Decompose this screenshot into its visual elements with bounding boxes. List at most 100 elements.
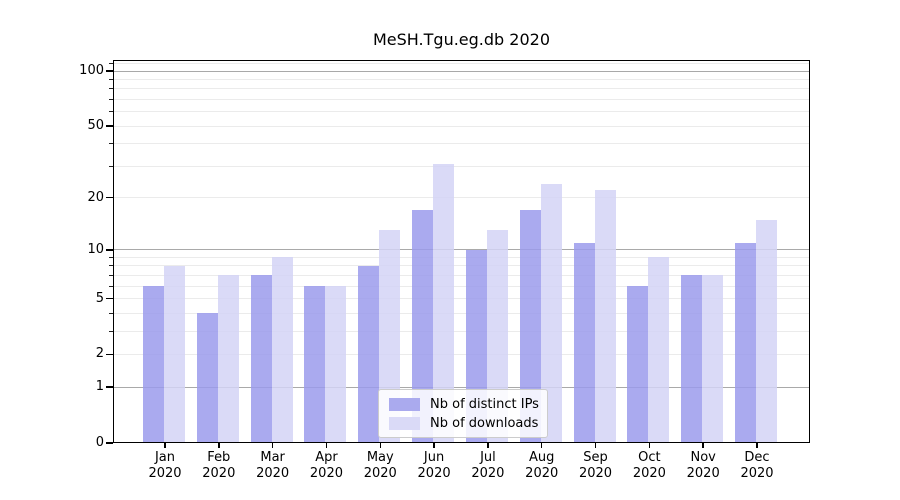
bar-mar-downloads <box>271 257 293 443</box>
xtick-label-jul: Jul 2020 <box>460 450 516 482</box>
bar-sep-distinct-ips <box>573 242 595 443</box>
ytick-minor-7 <box>109 274 113 276</box>
xtick-label-sep: Sep 2020 <box>568 450 624 482</box>
xtick-oct <box>648 443 651 448</box>
legend-item-downloads: Nb of downloads <box>389 416 539 431</box>
gridline-y-100 <box>113 70 810 72</box>
legend: Nb of distinct IPs Nb of downloads <box>378 389 548 438</box>
ytick-label-50: 50 <box>87 118 104 134</box>
gridline-y-20 <box>113 197 810 199</box>
ytick-label-0: 0 <box>95 435 104 450</box>
gridline-y-30 <box>113 165 810 167</box>
legend-label-downloads: Nb of downloads <box>430 416 539 431</box>
xtick-year-jul: 2020 <box>471 466 505 481</box>
xtick-year-dec: 2020 <box>740 466 774 481</box>
ytick-label-100: 100 <box>79 63 104 79</box>
chart-title: MeSH.Tgu.eg.db 2020 <box>373 30 550 49</box>
bar-feb-distinct-ips <box>196 313 218 443</box>
bar-apr-downloads <box>325 286 347 443</box>
ytick-minor-90 <box>109 79 113 81</box>
ytick-100 <box>106 70 113 72</box>
bar-mar-distinct-ips <box>250 275 272 443</box>
xtick-label-feb: Feb 2020 <box>191 450 247 482</box>
bar-nov-downloads <box>702 275 724 443</box>
bar-jan-distinct-ips <box>143 286 164 443</box>
xtick-month-feb: Feb <box>207 450 231 465</box>
bar-jan-downloads <box>164 265 185 443</box>
plot-area <box>113 60 810 443</box>
gridline-y-8 <box>113 265 810 267</box>
xtick-month-apr: Apr <box>315 450 338 465</box>
xtick-label-jan: Jan 2020 <box>137 450 193 482</box>
legend-item-distinct-ips: Nb of distinct IPs <box>389 397 539 412</box>
xtick-label-dec: Dec 2020 <box>729 450 785 482</box>
xtick-month-may: May <box>366 450 394 465</box>
xtick-month-jun: Jun <box>423 450 445 465</box>
ytick-minor-3 <box>109 330 113 332</box>
gridline-y-3 <box>113 330 810 332</box>
ytick-minor-30 <box>109 165 113 167</box>
gridline-y-60 <box>113 111 810 113</box>
gridline-y-90 <box>113 79 810 81</box>
xtick-month-sep: Sep <box>583 450 608 465</box>
xtick-year-aug: 2020 <box>525 466 559 481</box>
gridline-y-2 <box>113 353 810 355</box>
gridline-y-40 <box>113 143 810 145</box>
ytick-label-5: 5 <box>95 290 104 306</box>
ytick-0 <box>106 442 113 444</box>
bar-jun-downloads <box>433 163 455 443</box>
bar-may-distinct-ips <box>358 265 380 443</box>
ytick-2 <box>106 353 113 356</box>
gridline-y-5 <box>113 298 810 300</box>
gridline-y-80 <box>113 88 810 90</box>
bar-oct-distinct-ips <box>627 286 649 443</box>
xtick-apr <box>325 443 328 448</box>
gridline-y-4 <box>113 312 810 314</box>
ytick-label-1: 1 <box>95 379 104 395</box>
xtick-aug <box>540 443 543 448</box>
ytick-minor-110 <box>109 63 113 65</box>
gridline-y-9 <box>113 256 810 258</box>
bar-feb-downloads <box>217 275 239 443</box>
xtick-year-jan: 2020 <box>148 466 182 481</box>
xtick-year-sep: 2020 <box>578 466 613 481</box>
ytick-minor-40 <box>109 143 113 145</box>
bar-nov-distinct-ips <box>681 275 703 443</box>
bar-sep-downloads <box>594 190 616 443</box>
xtick-year-oct: 2020 <box>632 466 666 481</box>
xtick-may <box>379 443 382 448</box>
ytick-10 <box>106 249 113 251</box>
ytick-label-10: 10 <box>87 241 104 257</box>
xtick-month-dec: Dec <box>744 450 770 465</box>
ytick-minor-4 <box>109 312 113 314</box>
xtick-year-feb: 2020 <box>202 466 236 481</box>
bar-dec-downloads <box>756 219 777 443</box>
gridline-y-110 <box>113 63 810 65</box>
ytick-minor-80 <box>109 88 113 90</box>
xtick-year-may: 2020 <box>363 466 397 481</box>
bar-oct-downloads <box>648 257 670 443</box>
xtick-month-aug: Aug <box>529 450 555 465</box>
gridline-y-1 <box>113 386 810 388</box>
ytick-minor-60 <box>109 111 113 113</box>
gridline-y-10 <box>113 249 810 251</box>
ytick-minor-70 <box>109 99 113 101</box>
xtick-month-jan: Jan <box>154 450 176 465</box>
xtick-sep <box>594 443 597 448</box>
ytick-minor-9 <box>109 256 113 258</box>
ytick-1 <box>106 386 113 388</box>
xtick-month-mar: Mar <box>260 450 285 465</box>
xtick-feb <box>218 443 220 448</box>
ytick-label-20: 20 <box>87 189 104 205</box>
legend-swatch-ips-icon <box>389 398 420 411</box>
legend-label-distinct-ips: Nb of distinct IPs <box>430 397 539 412</box>
ytick-50 <box>106 125 113 127</box>
ytick-minor-6 <box>109 285 113 287</box>
xtick-month-nov: Nov <box>690 450 716 465</box>
bar-aug-distinct-ips <box>519 210 541 443</box>
xtick-month-oct: Oct <box>638 450 661 465</box>
xtick-year-nov: 2020 <box>686 466 720 481</box>
gridline-y-7 <box>113 274 810 276</box>
xtick-label-jun: Jun 2020 <box>406 450 462 482</box>
